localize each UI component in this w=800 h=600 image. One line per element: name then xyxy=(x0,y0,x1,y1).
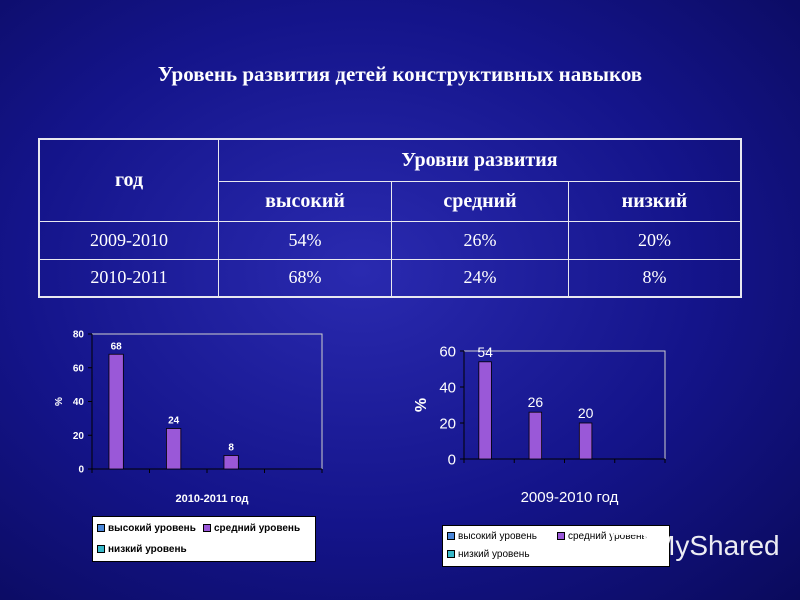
sub-header-mid: средний xyxy=(391,180,569,222)
bar xyxy=(578,422,593,460)
plot-frame xyxy=(463,350,666,460)
table-row: 2010-2011 68% 24% 8% xyxy=(38,258,742,298)
cell-year: 2010-2011 xyxy=(38,258,219,298)
bar xyxy=(223,455,239,470)
plot-area: 0 20 40 60 80 68 24 8 2010-2011 год% xyxy=(54,330,323,505)
bar-data-label: 8 xyxy=(228,443,234,454)
bar-data-label: 20 xyxy=(578,405,594,421)
legend-swatch xyxy=(447,532,455,541)
cell-mid: 24% xyxy=(391,258,569,298)
legend-swatch xyxy=(557,532,565,541)
legend-swatch xyxy=(97,545,105,554)
y-tick-label: 20 xyxy=(73,431,85,442)
legend-item-low: низкий уровень xyxy=(447,549,530,560)
bar-data-label: 24 xyxy=(168,416,180,427)
y-tick-label: 20 xyxy=(439,415,456,432)
legend-item-low: низкий уровень xyxy=(97,544,187,555)
legend-2009-2010: высокий уровень средний уровень низкий у… xyxy=(442,525,670,567)
y-tick-label: 0 xyxy=(78,465,84,476)
bar xyxy=(108,353,124,470)
bar-data-label: 26 xyxy=(528,394,544,410)
bar-data-label: 68 xyxy=(111,341,123,352)
levels-table: год Уровни развития высокий средний низк… xyxy=(38,138,742,298)
table-row: 2009-2010 54% 26% 20% xyxy=(38,220,742,260)
legend-item-mid: средний уровень xyxy=(203,523,300,534)
y-tick-label: 40 xyxy=(439,379,456,396)
legend-item-high: высокий уровень xyxy=(97,523,196,534)
y-tick-label: 40 xyxy=(73,397,85,408)
cell-low: 8% xyxy=(568,258,742,298)
legend-item-high: высокий уровень xyxy=(447,531,537,542)
plot-area: 0 20 40 60 54 26 20 2009-2010 год% xyxy=(413,343,666,506)
sub-header-high: высокий xyxy=(218,180,392,222)
watermark: MyShared xyxy=(612,530,780,563)
bar xyxy=(166,428,182,470)
y-tick-label: 60 xyxy=(73,363,85,374)
cell-mid: 26% xyxy=(391,220,569,260)
cell-high: 68% xyxy=(218,258,392,298)
bar xyxy=(528,411,543,460)
y-axis-label: % xyxy=(413,398,430,412)
legend-swatch xyxy=(203,524,211,533)
y-tick-label: 60 xyxy=(439,343,456,360)
sub-header-low: низкий xyxy=(568,180,742,222)
cell-year: 2009-2010 xyxy=(38,220,219,260)
cell-low: 20% xyxy=(568,220,742,260)
bar xyxy=(478,361,492,460)
legend-2010-2011: высокий уровень средний уровень низкий у… xyxy=(92,516,316,562)
x-axis-label: 2009-2010 год xyxy=(521,489,619,506)
bar-data-label: 54 xyxy=(477,344,493,360)
x-axis-label: 2010-2011 год xyxy=(175,493,248,505)
presentation-icon xyxy=(612,532,646,563)
page-title: Уровень развития детей конструктивных на… xyxy=(157,62,643,86)
y-tick-label: 80 xyxy=(73,330,85,341)
y-axis-label: % xyxy=(54,397,65,406)
legend-swatch xyxy=(97,524,105,533)
legend-item-mid: средний уровень xyxy=(557,531,647,542)
y-tick-label: 0 xyxy=(448,451,456,468)
legend-swatch xyxy=(447,550,455,559)
